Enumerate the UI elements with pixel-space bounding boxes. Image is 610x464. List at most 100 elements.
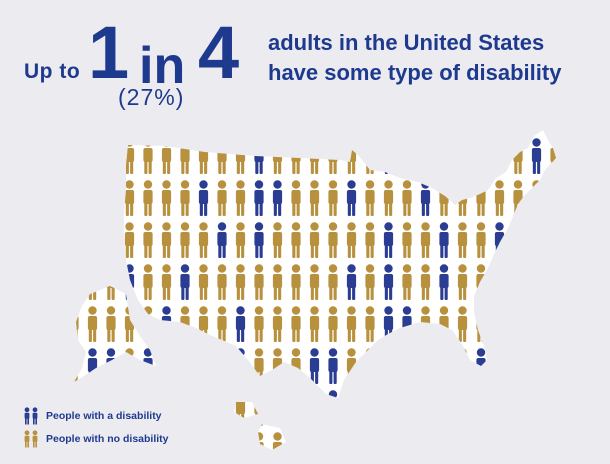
person-with-disability bbox=[476, 348, 486, 384]
person-without-disability bbox=[143, 306, 153, 342]
person-without-disability bbox=[402, 432, 412, 450]
person-without-disability bbox=[291, 348, 301, 384]
legend-label-disability: People with a disability bbox=[46, 410, 162, 422]
person-without-disability bbox=[106, 138, 116, 174]
person-with-disability bbox=[87, 348, 98, 384]
person-without-disability bbox=[513, 180, 523, 216]
person-with-disability bbox=[383, 348, 394, 384]
person-without-disability bbox=[569, 432, 578, 464]
person-without-disability bbox=[550, 390, 556, 426]
person-disability-icon bbox=[24, 407, 38, 425]
person-without-disability bbox=[531, 306, 542, 342]
headline-number-four: 4 bbox=[198, 11, 240, 94]
person-without-disability bbox=[550, 306, 556, 342]
person-without-disability bbox=[217, 348, 227, 384]
headline-percent: (27%) bbox=[118, 84, 185, 110]
person-with-disability bbox=[365, 432, 375, 450]
person-with-disability bbox=[328, 432, 338, 450]
person-with-disability bbox=[87, 180, 98, 216]
person-without-disability bbox=[550, 348, 556, 384]
person-without-disability bbox=[531, 432, 542, 450]
person-with-disability bbox=[198, 390, 209, 426]
person-without-disability bbox=[180, 432, 190, 450]
legend-label-no-disability: People with no disability bbox=[46, 433, 169, 445]
person-without-disability bbox=[420, 138, 431, 174]
person-without-disability bbox=[365, 390, 375, 426]
person-without-disability bbox=[254, 348, 264, 384]
person-without-disability bbox=[569, 348, 578, 384]
person-with-disability bbox=[513, 264, 523, 300]
person-without-disability bbox=[106, 180, 116, 216]
person-with-disability bbox=[161, 306, 172, 342]
headline-line-1: adults in the United States bbox=[268, 30, 545, 55]
legend-item-no-disability: People with no disability bbox=[22, 429, 169, 449]
person-without-disability bbox=[180, 390, 190, 426]
person-with-disability bbox=[569, 138, 578, 174]
headline-number-one: 1 bbox=[88, 11, 130, 94]
legend: People with a disability People with no … bbox=[22, 406, 169, 452]
person-with-disability bbox=[494, 432, 505, 450]
person-without-disability bbox=[180, 306, 190, 342]
person-with-disability bbox=[513, 306, 523, 342]
person-with-disability bbox=[402, 306, 412, 342]
person-without-disability bbox=[198, 306, 209, 342]
person-with-disability bbox=[143, 348, 153, 384]
headline-line-2: have some type of disability bbox=[268, 60, 562, 85]
person-without-disability bbox=[569, 222, 578, 258]
person-without-disability bbox=[87, 222, 98, 258]
person-without-disability bbox=[180, 348, 190, 384]
person-without-disability bbox=[531, 180, 542, 216]
person-without-disability bbox=[513, 390, 523, 426]
person-with-disability bbox=[383, 306, 394, 342]
person-without-disability bbox=[106, 222, 116, 258]
person-with-disability bbox=[513, 348, 523, 384]
person-without-disability bbox=[365, 348, 375, 384]
person-with-disability bbox=[494, 306, 505, 342]
person-without-disability bbox=[531, 390, 542, 426]
person-without-disability bbox=[74, 348, 79, 384]
person-without-disability bbox=[550, 432, 556, 450]
person-without-disability bbox=[198, 348, 209, 384]
person-without-disability bbox=[569, 390, 578, 426]
person-without-disability bbox=[439, 138, 449, 174]
person-no-disability-icon bbox=[24, 430, 38, 448]
person-without-disability bbox=[272, 348, 283, 384]
person-without-disability bbox=[74, 306, 79, 342]
person-with-disability bbox=[420, 348, 431, 384]
person-with-disability bbox=[494, 222, 505, 258]
person-without-disability bbox=[254, 432, 264, 450]
person-without-disability bbox=[420, 432, 431, 450]
person-without-disability bbox=[439, 306, 449, 342]
person-without-disability bbox=[254, 390, 264, 426]
person-without-disability bbox=[346, 390, 357, 426]
person-without-disability bbox=[439, 348, 449, 384]
person-with-disability bbox=[328, 390, 338, 426]
person-without-disability bbox=[291, 432, 301, 450]
person-without-disability bbox=[74, 222, 79, 258]
person-with-disability bbox=[476, 390, 486, 426]
person-without-disability bbox=[124, 348, 135, 384]
person-without-disability bbox=[74, 264, 79, 300]
person-without-disability bbox=[439, 390, 449, 426]
person-with-disability bbox=[383, 390, 394, 426]
headline-prefix: Up to bbox=[24, 60, 81, 83]
person-without-disability bbox=[550, 264, 556, 300]
person-with-disability bbox=[161, 348, 172, 384]
person-with-disability bbox=[74, 138, 79, 174]
person-without-disability bbox=[365, 138, 375, 174]
person-without-disability bbox=[420, 390, 431, 426]
person-without-disability bbox=[457, 348, 468, 384]
person-without-disability bbox=[346, 348, 357, 384]
person-with-disability bbox=[291, 390, 301, 426]
person-without-disability bbox=[402, 390, 412, 426]
person-with-disability bbox=[513, 222, 523, 258]
person-without-disability bbox=[235, 390, 246, 426]
person-without-disability bbox=[513, 432, 523, 450]
person-without-disability bbox=[494, 264, 505, 300]
legend-item-disability: People with a disability bbox=[22, 406, 169, 426]
person-without-disability bbox=[569, 264, 578, 300]
person-with-disability bbox=[217, 432, 227, 450]
person-with-disability bbox=[476, 138, 486, 174]
